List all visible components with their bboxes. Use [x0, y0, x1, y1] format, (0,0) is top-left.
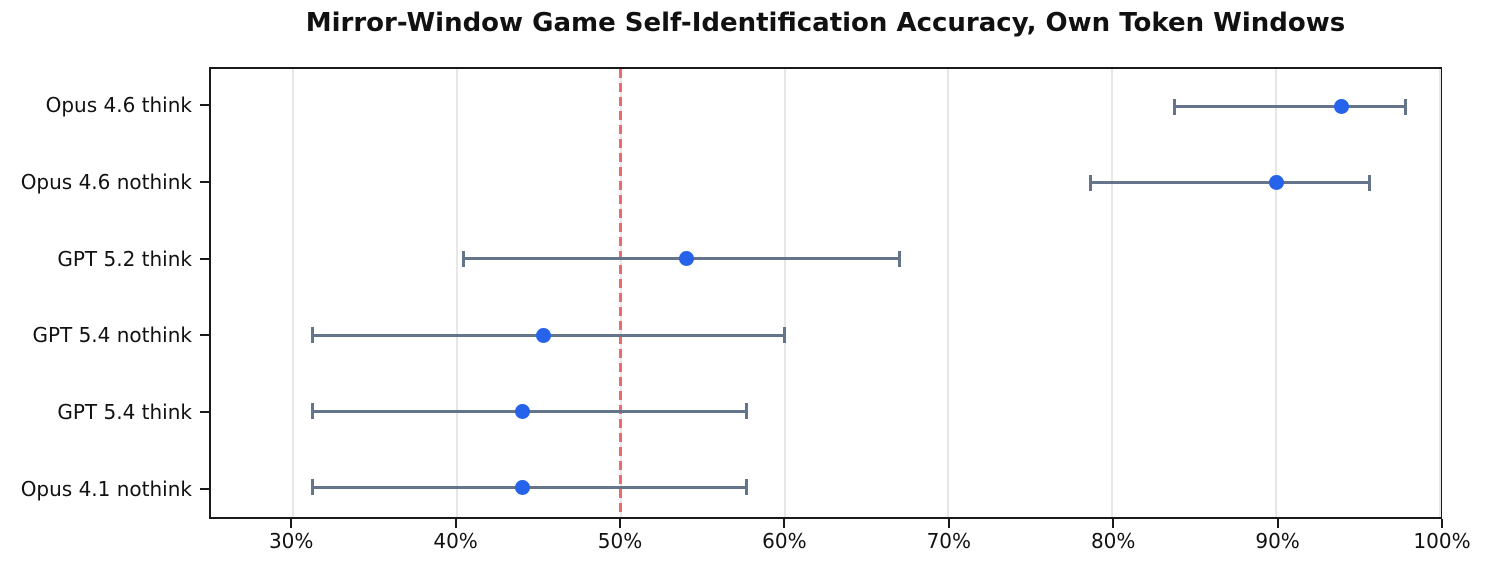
ci-line: [1174, 105, 1406, 109]
ci-cap-low: [1089, 174, 1093, 191]
ci-cap-high: [745, 403, 749, 420]
ci-cap-high: [1404, 98, 1408, 115]
data-point: [1334, 99, 1350, 115]
data-point: [514, 479, 530, 495]
ci-cap-high: [745, 479, 749, 496]
ci-cap-high: [1368, 174, 1372, 191]
gridline: [1439, 69, 1441, 517]
ci-cap-low: [311, 327, 315, 344]
y-tick: [200, 103, 209, 106]
gridline: [455, 69, 458, 517]
y-tick: [200, 180, 209, 183]
data-point: [1268, 175, 1284, 191]
y-tick: [200, 411, 209, 414]
x-tick-label: 30%: [268, 529, 314, 553]
y-tick: [200, 334, 209, 337]
reference-line-50pct: [619, 69, 623, 517]
gridline: [1111, 69, 1114, 517]
x-tick-label: 40%: [433, 529, 478, 553]
y-tick-label: GPT 5.2 think: [57, 246, 192, 271]
ci-cap-low: [311, 403, 315, 420]
y-tick: [200, 488, 209, 491]
data-point: [514, 403, 530, 419]
x-tick: [783, 519, 786, 528]
x-tick-label: 80%: [1090, 529, 1136, 553]
data-point: [536, 327, 552, 343]
x-tick: [947, 519, 950, 528]
gridline: [1275, 69, 1278, 517]
x-tick-label: 70%: [926, 529, 972, 553]
y-tick-label: Opus 4.1 nothink: [20, 477, 192, 502]
ci-cap-high: [783, 327, 787, 344]
plot-area: [209, 67, 1442, 519]
x-tick-label: 90%: [1255, 529, 1300, 553]
y-tick: [200, 257, 209, 260]
x-tick: [1441, 519, 1443, 528]
ci-cap-low: [311, 479, 315, 496]
x-tick-label: 100%: [1413, 529, 1471, 553]
ci-cap-low: [1173, 98, 1177, 115]
x-tick: [454, 519, 457, 528]
data-point: [678, 251, 694, 267]
x-tick: [1112, 519, 1115, 528]
x-tick: [290, 519, 293, 528]
ci-cap-high: [897, 250, 901, 267]
ci-cap-low: [461, 250, 465, 267]
x-tick: [619, 519, 621, 528]
y-tick-label: Opus 4.6 think: [45, 92, 192, 117]
x-tick-label: 60%: [762, 529, 807, 553]
x-tick: [1276, 519, 1279, 528]
gridline: [947, 69, 950, 517]
chart-title: Mirror-Window Game Self-Identification A…: [305, 8, 1346, 38]
gridline: [783, 69, 786, 517]
y-tick-label: GPT 5.4 nothink: [32, 323, 192, 348]
y-tick-label: Opus 4.6 nothink: [20, 169, 192, 194]
x-tick-label: 50%: [597, 529, 643, 553]
y-tick-label: GPT 5.4 think: [57, 400, 192, 425]
gridline: [291, 69, 294, 517]
ci-line: [1090, 181, 1370, 185]
